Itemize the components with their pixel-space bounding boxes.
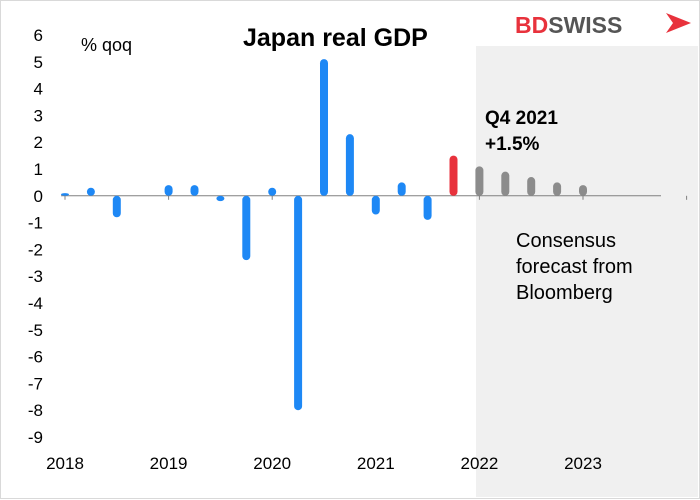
bar-2021-q1: [371, 195, 380, 215]
bar-2018-q3: [112, 195, 121, 218]
x-tick-label: 2018: [46, 454, 84, 473]
bar-2021-q2: [397, 182, 406, 196]
y-tick-label: -8: [28, 401, 43, 420]
y-tick-label: -6: [28, 348, 43, 367]
y-tick-label: 0: [34, 187, 43, 206]
y-tick-label: -2: [28, 240, 43, 259]
bar-2018-q2: [86, 187, 95, 196]
bar-2019-q4: [242, 195, 251, 261]
bar-2022-q1: [475, 166, 484, 196]
y-tick-label: 4: [34, 80, 43, 99]
x-axis-ticks: 2018 2019 2020 2021 2022 2023: [46, 195, 688, 473]
x-tick-label: 2019: [150, 454, 188, 473]
bar-2022-q3: [527, 177, 536, 196]
forecast-shaded-region: [476, 46, 698, 497]
y-tick-label: -3: [28, 267, 43, 286]
bar-2018-q1: [61, 193, 69, 196]
bar-2023-q1: [579, 185, 587, 196]
x-tick-label: 2023: [564, 454, 602, 473]
bar-2021-q4: [449, 155, 458, 196]
highlight-label-value: +1.5%: [485, 134, 540, 155]
x-tick-label: 2022: [460, 454, 498, 473]
y-tick-label: 6: [34, 26, 43, 45]
svg-text:BDSWISS: BDSWISS: [515, 12, 622, 38]
logo-swiss: SWISS: [548, 12, 622, 38]
bars: [61, 59, 587, 411]
bar-2020-q4: [345, 134, 354, 196]
y-tick-label: 3: [34, 106, 43, 125]
bar-2020-q1: [268, 187, 277, 196]
y-axis-ticks: 6 5 4 3 2 1 0 -1 -2 -3 -4 -5 -6 -7 -8 -9: [28, 26, 43, 447]
bar-2022-q2: [501, 171, 510, 196]
bar-2019-q2: [190, 185, 199, 196]
bar-2021-q3: [423, 195, 432, 220]
bar-2019-q1: [164, 185, 173, 196]
y-tick-label: -9: [28, 428, 43, 447]
logo-arrow-icon: [666, 13, 691, 33]
forecast-note-line2: forecast from: [516, 256, 633, 278]
forecast-note-line1: Consensus: [516, 230, 616, 252]
bar-2020-q2: [294, 195, 303, 411]
y-tick-label: -5: [28, 321, 43, 340]
bar-2022-q4: [553, 182, 562, 196]
x-tick-label: 2021: [357, 454, 395, 473]
y-tick-label: -4: [28, 294, 43, 313]
y-unit-label: % qoq: [81, 35, 132, 55]
highlight-label-quarter: Q4 2021: [485, 108, 558, 129]
logo-bd: BD: [515, 12, 548, 38]
x-tick-label: 2020: [253, 454, 291, 473]
y-tick-label: 2: [34, 133, 43, 152]
y-tick-label: -1: [28, 214, 43, 233]
y-tick-label: 1: [34, 160, 43, 179]
chart-title: Japan real GDP: [243, 24, 428, 52]
bdswiss-logo: BDSWISS: [515, 12, 691, 38]
bar-2019-q3: [216, 195, 225, 202]
forecast-note-line3: Bloomberg: [516, 282, 613, 304]
y-tick-label: 5: [34, 53, 43, 72]
y-tick-label: -7: [28, 374, 43, 393]
bar-2020-q3: [320, 59, 328, 196]
